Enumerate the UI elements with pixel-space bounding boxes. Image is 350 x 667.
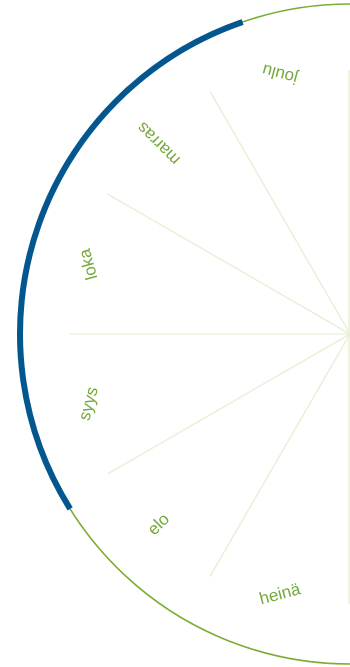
month-divider-line: [107, 333, 350, 475]
month-label: loka: [75, 246, 102, 282]
month-label: joulu: [260, 60, 301, 88]
highlight-arc: [17, 19, 244, 511]
month-label: heinä: [257, 579, 303, 608]
month-label: elo: [144, 509, 173, 538]
month-dividers: [70, 91, 350, 577]
month-divider-line: [107, 193, 350, 335]
month-divider-line: [209, 333, 350, 577]
month-label: syys: [75, 385, 102, 423]
month-divider-line: [209, 91, 350, 335]
month-label: marras: [133, 118, 184, 169]
